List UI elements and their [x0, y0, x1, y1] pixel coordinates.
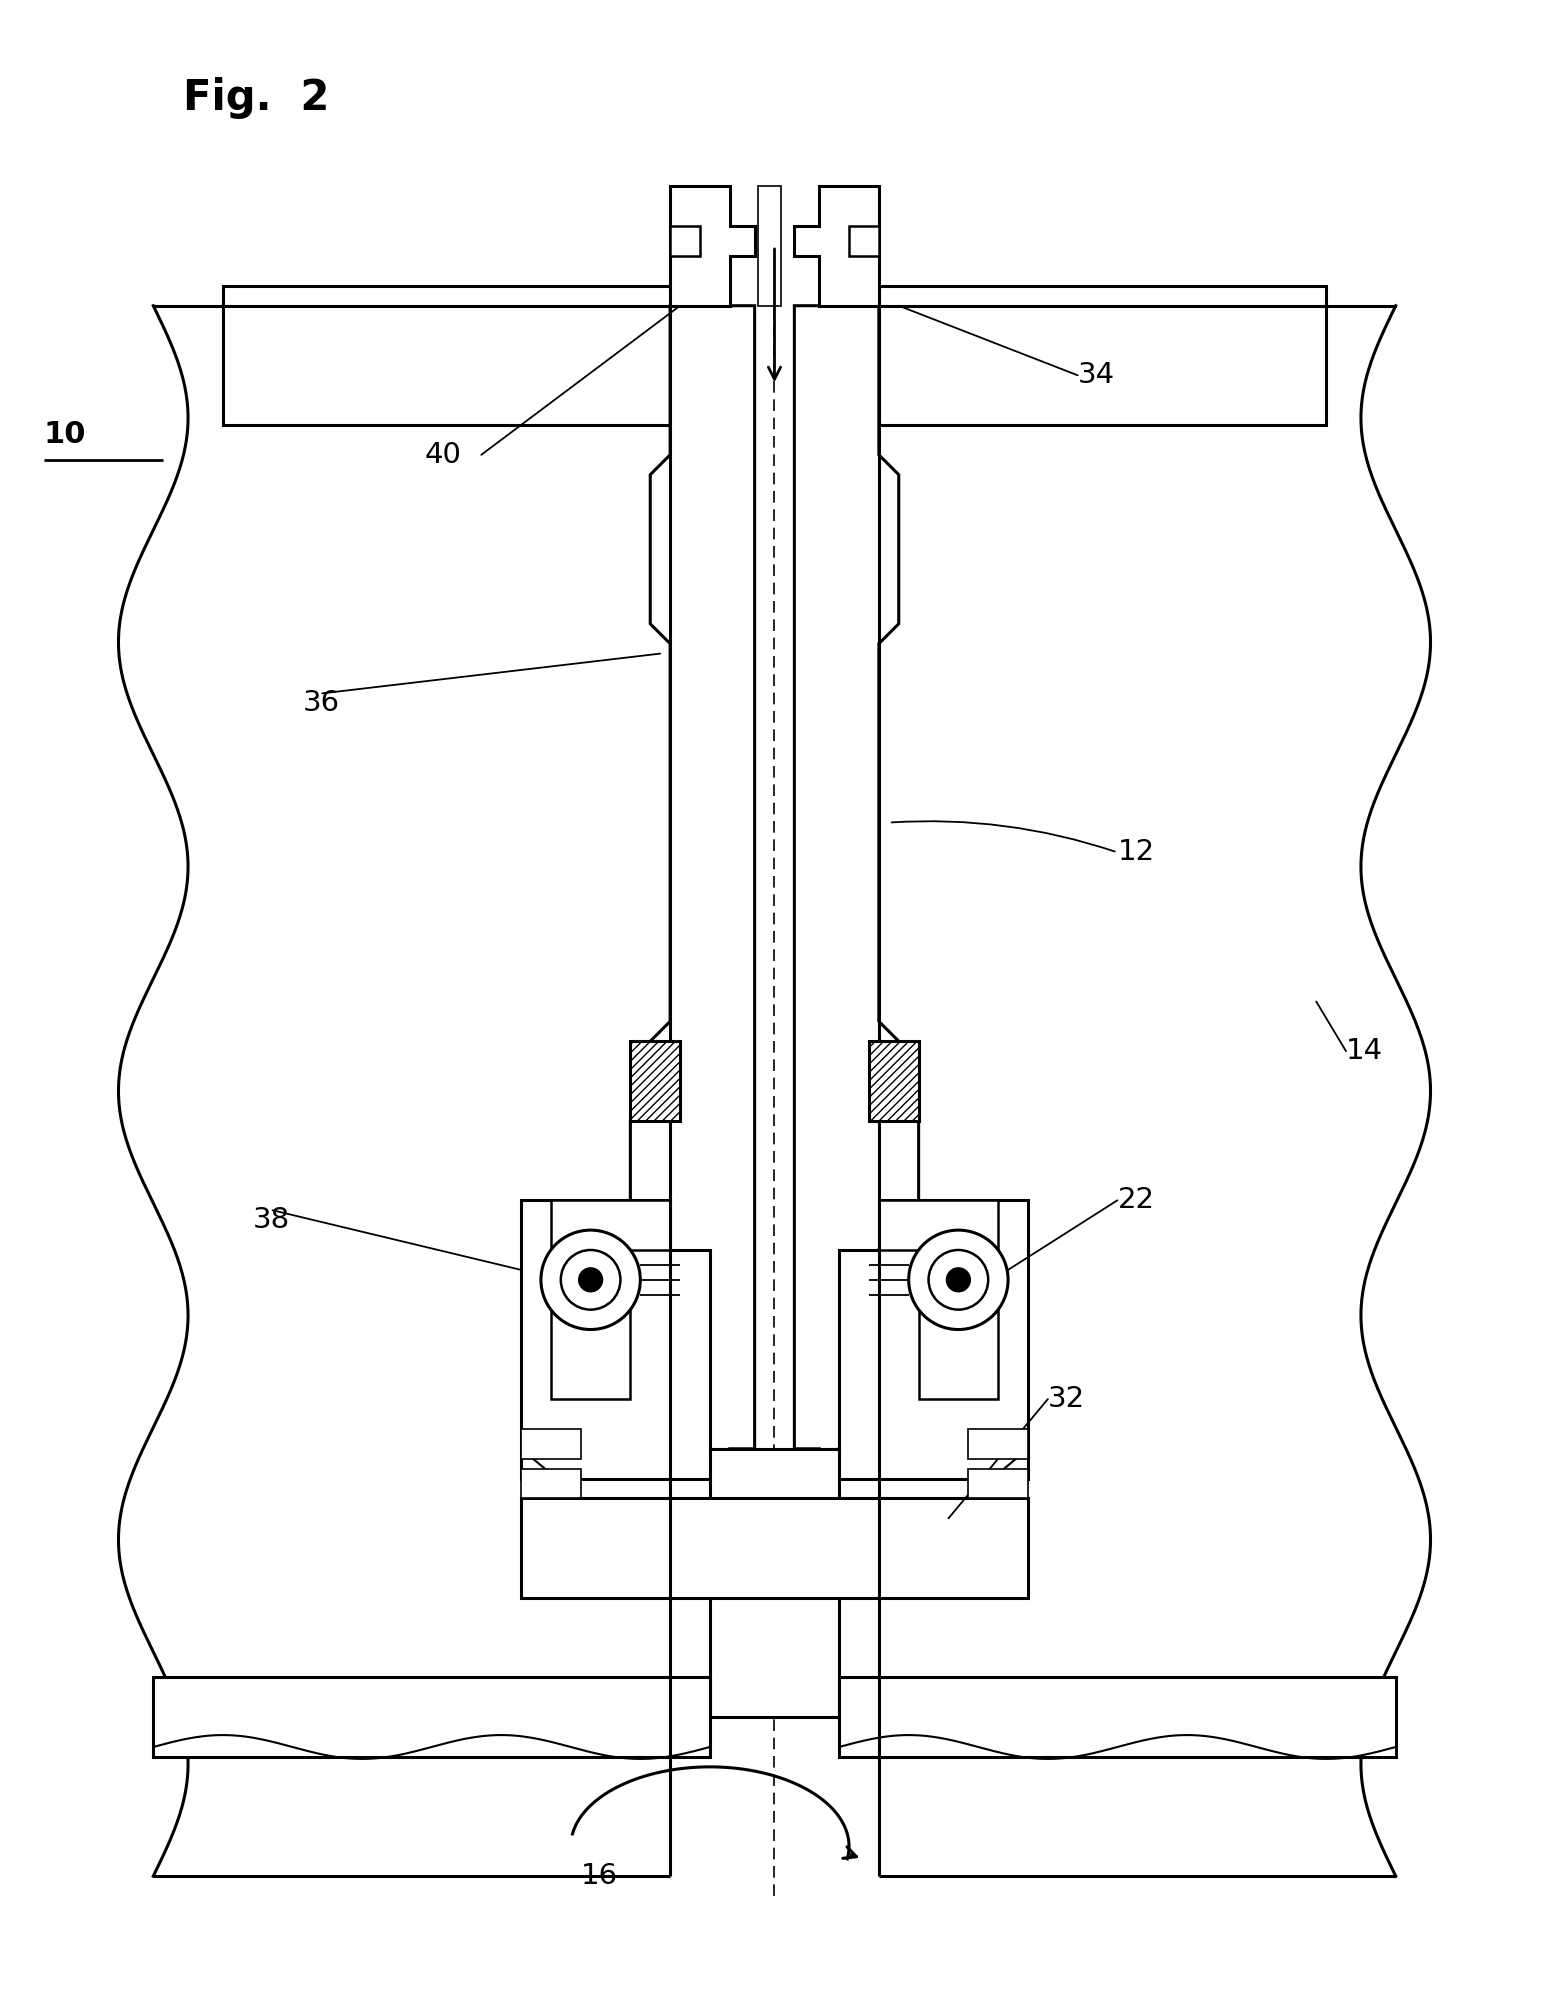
- Circle shape: [909, 1230, 1008, 1330]
- Circle shape: [579, 1268, 603, 1292]
- Circle shape: [541, 1230, 640, 1330]
- Circle shape: [928, 1250, 988, 1310]
- Bar: [520, 1468, 581, 1498]
- Text: Fig.  2: Fig. 2: [183, 76, 330, 118]
- Polygon shape: [520, 1200, 730, 1478]
- Polygon shape: [671, 186, 754, 306]
- Text: 10: 10: [43, 421, 87, 449]
- Bar: [878, 286, 1326, 425]
- Circle shape: [561, 1250, 621, 1310]
- Polygon shape: [551, 1200, 671, 1398]
- Text: 16: 16: [581, 1863, 618, 1891]
- Polygon shape: [795, 306, 919, 1478]
- Bar: [223, 286, 671, 425]
- Text: 36: 36: [302, 689, 339, 717]
- Bar: [630, 1042, 680, 1122]
- Bar: [153, 1677, 709, 1757]
- Bar: [869, 1042, 919, 1122]
- Text: 32: 32: [1047, 1386, 1084, 1412]
- Text: 12: 12: [1117, 839, 1154, 867]
- Bar: [520, 1498, 1029, 1598]
- Polygon shape: [630, 306, 754, 1478]
- Bar: [840, 1677, 1396, 1757]
- Text: 40: 40: [424, 441, 462, 469]
- Bar: [968, 1468, 1029, 1498]
- Bar: [757, 186, 781, 306]
- Polygon shape: [819, 1200, 1029, 1478]
- Polygon shape: [671, 226, 700, 256]
- Text: 34: 34: [1078, 361, 1115, 389]
- Bar: [709, 1448, 840, 1717]
- Bar: [968, 1428, 1029, 1458]
- Polygon shape: [795, 186, 878, 306]
- Text: 38: 38: [252, 1206, 290, 1234]
- Bar: [520, 1428, 581, 1458]
- Polygon shape: [849, 226, 878, 256]
- Text: 14: 14: [1346, 1038, 1383, 1066]
- Text: 22: 22: [1117, 1186, 1154, 1214]
- Circle shape: [946, 1268, 970, 1292]
- Polygon shape: [878, 1200, 998, 1398]
